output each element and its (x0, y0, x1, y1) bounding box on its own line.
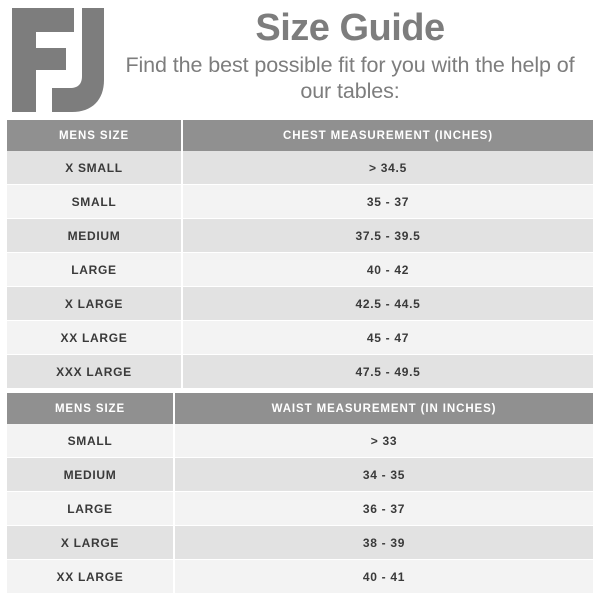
cell-measurement: 45 - 47 (182, 320, 593, 355)
table-row: MEDIUM 34 - 35 (7, 457, 593, 492)
table-row: XXX LARGE 47.5 - 49.5 (7, 354, 593, 389)
cell-measurement: 42.5 - 44.5 (182, 286, 593, 321)
cell-measurement: > 34.5 (182, 151, 593, 185)
page-subtitle: Find the best possible fit for you with … (125, 53, 575, 103)
cell-measurement: 38 - 39 (174, 525, 593, 560)
cell-size: SMALL (7, 184, 183, 219)
table-row: XX LARGE 45 - 47 (7, 320, 593, 355)
table-row: SMALL > 33 (7, 424, 593, 458)
cell-measurement: 40 - 42 (182, 252, 593, 287)
column-header-chest-measurement: CHEST MEASUREMENT (INCHES) (182, 120, 593, 151)
cell-size: XXX LARGE (7, 354, 183, 389)
fj-footjoy-logo-icon (8, 6, 108, 114)
table-row: LARGE 40 - 42 (7, 252, 593, 287)
chest-table-body: X SMALL > 34.5 SMALL 35 - 37 MEDIUM 37.5… (7, 151, 593, 389)
waist-size-table: MENS SIZE WAIST MEASUREMENT (IN INCHES) … (7, 393, 593, 594)
cell-size: XX LARGE (7, 559, 175, 594)
cell-size: MEDIUM (7, 218, 183, 253)
waist-table-head: MENS SIZE WAIST MEASUREMENT (IN INCHES) (7, 393, 593, 424)
table-row: X SMALL > 34.5 (7, 151, 593, 185)
table-row: SMALL 35 - 37 (7, 184, 593, 219)
chest-table-head: MENS SIZE CHEST MEASUREMENT (INCHES) (7, 120, 593, 151)
column-header-mens-size: MENS SIZE (7, 393, 175, 424)
cell-measurement: 36 - 37 (174, 491, 593, 526)
page-header: Size Guide Find the best possible fit fo… (0, 0, 600, 120)
cell-size: X LARGE (7, 525, 175, 560)
cell-measurement: 40 - 41 (174, 559, 593, 594)
table-header-row: MENS SIZE WAIST MEASUREMENT (IN INCHES) (7, 393, 593, 424)
chest-size-table: MENS SIZE CHEST MEASUREMENT (INCHES) X S… (7, 120, 593, 389)
table-row: MEDIUM 37.5 - 39.5 (7, 218, 593, 253)
table-row: X LARGE 42.5 - 44.5 (7, 286, 593, 321)
waist-table-body: SMALL > 33 MEDIUM 34 - 35 LARGE 36 - 37 … (7, 424, 593, 594)
table-row: X LARGE 38 - 39 (7, 525, 593, 560)
table-row: XX LARGE 40 - 41 (7, 559, 593, 594)
page-title: Size Guide (255, 7, 445, 49)
title-block: Size Guide Find the best possible fit fo… (110, 4, 590, 104)
cell-size: X LARGE (7, 286, 183, 321)
cell-measurement: 37.5 - 39.5 (182, 218, 593, 253)
column-header-mens-size: MENS SIZE (7, 120, 183, 151)
cell-size: X SMALL (7, 151, 183, 185)
table-row: LARGE 36 - 37 (7, 491, 593, 526)
cell-measurement: > 33 (174, 424, 593, 458)
cell-size: MEDIUM (7, 457, 175, 492)
cell-size: XX LARGE (7, 320, 183, 355)
cell-measurement: 47.5 - 49.5 (182, 354, 593, 389)
table-header-row: MENS SIZE CHEST MEASUREMENT (INCHES) (7, 120, 593, 151)
column-header-waist-measurement: WAIST MEASUREMENT (IN INCHES) (174, 393, 593, 424)
cell-size: LARGE (7, 491, 175, 526)
cell-measurement: 34 - 35 (174, 457, 593, 492)
cell-measurement: 35 - 37 (182, 184, 593, 219)
cell-size: LARGE (7, 252, 183, 287)
cell-size: SMALL (7, 424, 175, 458)
